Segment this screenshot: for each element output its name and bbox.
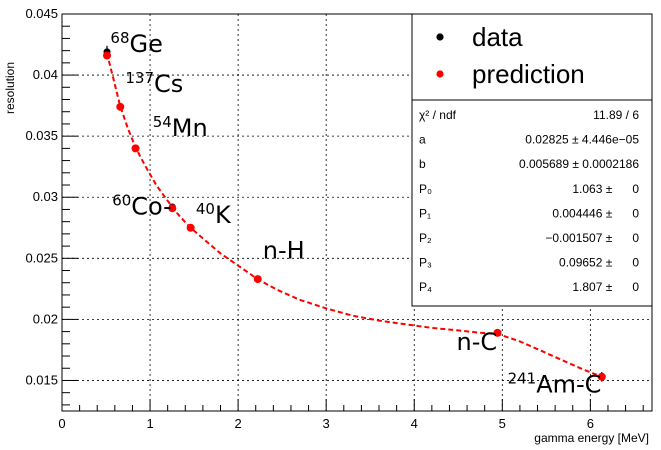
- x-tick-label: 2: [235, 416, 242, 431]
- stats-box-frame: [411, 99, 653, 307]
- x-tick-label: 3: [323, 416, 330, 431]
- x-tick-label: 5: [499, 416, 506, 431]
- y-tick-label: 0.045: [25, 6, 58, 21]
- tick-labels: 0 1 2 3 4 5 6 0.015 0.02 0.025 0.03 0.035 0.04 0.045: [25, 6, 594, 431]
- legend-marker: [436, 33, 444, 41]
- prediction-point: [493, 328, 502, 337]
- isotope-name: Cs: [154, 70, 183, 98]
- isotope-label: 54Mn: [153, 113, 208, 142]
- stats-param-name: P₁: [419, 206, 431, 220]
- y-tick-label: 0.02: [33, 311, 58, 326]
- stats-param-name: b: [419, 157, 426, 171]
- stats-param-name: a: [419, 133, 426, 147]
- prediction-point: [186, 223, 195, 232]
- y-tick-label: 0.04: [33, 67, 58, 82]
- axis-ticks: [61, 13, 644, 411]
- isotope-mass: 54: [153, 113, 172, 131]
- fit-stats-box: χ² / ndf 11.89 / 6 a 0.02825 ± 4.446e−05 b 0.…: [411, 99, 653, 307]
- stats-param-value: 0.005689 ± 0.0002186: [519, 157, 639, 171]
- prediction-point: [597, 372, 606, 381]
- prediction-point: [168, 204, 177, 213]
- x-tick-label: 6: [587, 416, 594, 431]
- isotope-label: 40K: [196, 200, 232, 229]
- stats-param-value: 1.063 ± 0: [572, 182, 639, 196]
- stats-param-name: χ² / ndf: [419, 108, 457, 122]
- stats-param-name: P₂: [419, 231, 432, 245]
- isotope-name: n-H: [263, 236, 305, 264]
- legend-label: data: [472, 22, 523, 52]
- isotope-mass: 60: [112, 191, 131, 209]
- x-tick-label: 1: [146, 416, 153, 431]
- stats-param-value: 11.89 / 6: [593, 108, 639, 122]
- legend-marker: [436, 70, 444, 78]
- stats-param-name: P₀: [419, 182, 432, 196]
- stats-param-name: P₄: [419, 280, 432, 294]
- prediction-point: [102, 51, 111, 60]
- prediction-point: [253, 275, 262, 284]
- isotope-name: Co-: [131, 192, 172, 220]
- y-tick-label: 0.03: [33, 189, 58, 204]
- x-tick-label: 0: [58, 416, 65, 431]
- isotope-name: Am-C: [536, 371, 601, 399]
- stats-param-name: P₃: [419, 256, 432, 270]
- y-axis-label: resolution: [3, 62, 17, 114]
- stats-param-value: 0.004446 ± 0: [552, 206, 639, 220]
- isotope-label: n-C: [457, 328, 498, 356]
- isotope-name: n-C: [457, 328, 498, 356]
- legend-box: [411, 13, 653, 101]
- stats-param-value: −0.001507 ± 0: [545, 231, 639, 245]
- stats-param-value: 1.807 ± 0: [572, 280, 639, 294]
- isotope-name: K: [215, 201, 232, 229]
- isotope-mass: 137: [125, 69, 154, 87]
- x-axis-label: gamma energy [MeV]: [534, 431, 649, 445]
- data-points: [102, 45, 606, 382]
- prediction-point: [131, 144, 140, 153]
- y-tick-label: 0.015: [25, 372, 58, 387]
- fit-curve-line: [105, 52, 603, 378]
- isotope-label: 60Co-: [112, 191, 172, 220]
- isotope-mass: 40: [196, 200, 215, 218]
- prediction-point: [116, 102, 125, 111]
- isotope-label: 241Am-C: [508, 370, 602, 399]
- y-tick-label: 0.035: [25, 128, 58, 143]
- y-tick-label: 0.025: [25, 250, 58, 265]
- x-tick-label: 4: [411, 416, 418, 431]
- stats-param-value: 0.02825 ± 4.446e−05: [525, 133, 639, 147]
- fit-curve: [105, 52, 603, 378]
- legend-label: prediction: [472, 59, 585, 89]
- isotope-label: 68Ge: [110, 29, 162, 58]
- isotope-name: Ge: [130, 30, 163, 58]
- isotope-label: n-H: [263, 236, 305, 264]
- stats-param-value: 0.09652 ± 0: [559, 256, 639, 270]
- legend: data prediction: [411, 13, 653, 101]
- isotope-mass: 241: [508, 370, 537, 388]
- isotope-label: 137Cs: [125, 69, 183, 98]
- isotope-mass: 68: [110, 29, 129, 47]
- isotope-name: Mn: [172, 114, 208, 142]
